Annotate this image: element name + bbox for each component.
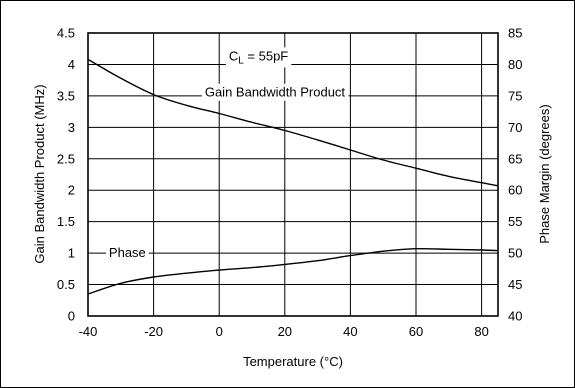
grid xyxy=(87,32,498,317)
y-tick-label: 3.5 xyxy=(57,88,75,103)
y-tick-label: 0 xyxy=(68,309,75,324)
y2-axis-label: Phase Margin (degrees) xyxy=(537,104,552,243)
series-label-phase-bg xyxy=(105,244,149,262)
load-capacitance-bg xyxy=(225,47,292,68)
series-line-gbp xyxy=(87,58,499,187)
y2-tick-label: 75 xyxy=(508,88,522,103)
series-label-gbp-bg xyxy=(201,83,349,101)
x-tick-label: -20 xyxy=(144,324,163,339)
y-tick-label: 4.5 xyxy=(57,26,75,41)
series-label-gbp: Gain Bandwidth Product xyxy=(201,83,349,101)
x-axis-label: Temperature (°C) xyxy=(243,354,343,369)
y2-tick-label: 85 xyxy=(508,26,522,41)
x-tick-label: 40 xyxy=(343,324,357,339)
series-label-phase: Phase xyxy=(105,244,149,262)
y-tick-label: 4 xyxy=(68,57,75,72)
y2-tick-label: 60 xyxy=(508,183,522,198)
series-lines xyxy=(87,58,499,295)
x-tick-label: 20 xyxy=(278,324,292,339)
tick-labels: -40 -20 0 20 40 60 80 0 0.5 1 1.5 2 2.5 3 3.5 4 4.5 40 45 5… xyxy=(57,26,523,340)
y2-tick-label: 40 xyxy=(508,309,522,324)
load-capacitance-label: CL = 55pF xyxy=(225,47,292,68)
y-tick-label: 1.5 xyxy=(57,214,75,229)
x-tick-label: 80 xyxy=(474,324,488,339)
y-tick-label: 1 xyxy=(68,246,75,261)
y2-tick-label: 65 xyxy=(508,151,522,166)
y2-tick-label: 50 xyxy=(508,246,522,261)
y-tick-label: 0.5 xyxy=(57,277,75,292)
y-tick-label: 2 xyxy=(68,183,75,198)
y2-tick-label: 45 xyxy=(508,277,522,292)
y2-tick-label: 55 xyxy=(508,214,522,229)
x-tick-label: 60 xyxy=(409,324,423,339)
y-tick-label: 2.5 xyxy=(57,151,75,166)
series-line-phase xyxy=(87,247,499,295)
y2-tick-label: 70 xyxy=(508,120,522,135)
x-tick-label: -40 xyxy=(79,324,98,339)
series-label-gbp-text: Gain Bandwidth Product xyxy=(205,85,346,100)
plot-border xyxy=(87,32,499,317)
y-axis-label: Gain Bandwidth Product (MHz) xyxy=(32,84,47,263)
x-tick-label: 0 xyxy=(216,324,223,339)
load-capacitance-text: CL = 55pF xyxy=(229,48,288,66)
annotations: Gain Bandwidth Product Phase CL = 55pF xyxy=(105,47,349,262)
y2-tick-label: 80 xyxy=(508,57,522,72)
y-tick-label: 3 xyxy=(68,120,75,135)
series-label-phase-text: Phase xyxy=(109,245,146,260)
